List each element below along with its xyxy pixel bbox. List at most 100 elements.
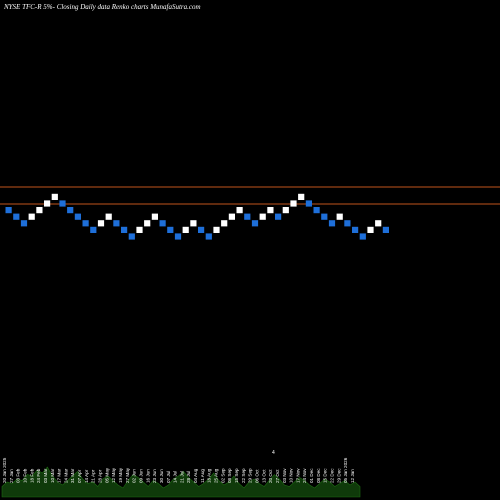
date-tick-label: 03 Mar xyxy=(43,468,48,483)
renko-brick-down xyxy=(352,226,359,233)
renko-brick-down xyxy=(159,220,166,227)
renko-brick-up xyxy=(375,220,382,227)
volume-marker-label: 4 xyxy=(272,450,275,456)
date-tick-label: 16 Jun xyxy=(145,469,150,483)
renko-brick-down xyxy=(13,213,20,220)
date-tick-label: 19 May xyxy=(118,467,123,483)
date-tick-label: 02 Jun xyxy=(132,469,137,483)
renko-brick-down xyxy=(67,207,74,214)
renko-brick-up xyxy=(44,200,51,207)
renko-brick-down xyxy=(128,233,135,240)
renko-brick-down xyxy=(205,233,212,240)
date-tick-label: 18 Aug xyxy=(207,468,212,483)
date-tick-label: 01 Dec xyxy=(309,468,314,483)
date-tick-label: 11 Aug xyxy=(200,469,205,483)
renko-brick-up xyxy=(51,193,58,200)
renko-brick-down xyxy=(275,213,282,220)
date-tick-label: 06 Oct xyxy=(254,469,259,483)
date-tick-label: 10 Feb xyxy=(22,468,27,483)
volume-area xyxy=(1,466,361,498)
date-tick-label: 17 Nov xyxy=(295,468,300,483)
date-tick-label: 17 Mar xyxy=(57,468,62,483)
renko-brick-down xyxy=(174,233,182,240)
date-tick-label: 10 Mar xyxy=(50,468,55,483)
renko-brick-down xyxy=(244,213,251,220)
date-tick-label: 21 Jul xyxy=(179,471,184,483)
renko-brick-down xyxy=(344,220,351,227)
renko-brick-up xyxy=(367,226,374,233)
volume-series xyxy=(1,466,361,498)
date-axis-labels: 20 Jan 2025 27 Jan 03 Feb 10 Feb 18 Feb 24 Fe… xyxy=(2,457,355,483)
renko-brick-down xyxy=(5,207,12,214)
date-tick-label: 04 Aug xyxy=(193,468,198,483)
renko-brick-down xyxy=(74,213,81,220)
renko-brick-down xyxy=(59,200,66,207)
renko-brick-up xyxy=(236,207,243,214)
renko-brick-down xyxy=(359,233,366,240)
date-tick-label: 29 Sep xyxy=(248,468,253,483)
renko-brick-up xyxy=(267,207,274,214)
date-tick-label: 07 Apr xyxy=(77,469,82,483)
date-tick-label: 13 Oct xyxy=(261,469,266,483)
renko-brick-down xyxy=(113,220,120,227)
date-tick-label: 14 Apr xyxy=(84,469,89,483)
renko-brick-up xyxy=(144,220,151,227)
renko-brick-up xyxy=(213,226,220,233)
date-tick-label: 27 Jan xyxy=(9,469,14,483)
renko-brick-down xyxy=(121,226,128,233)
renko-brick-up xyxy=(151,213,158,220)
date-tick-label: 12 May xyxy=(111,467,116,483)
date-tick-label: 31 Mar xyxy=(70,468,75,483)
renko-brick-down xyxy=(20,220,28,227)
renko-brick-down xyxy=(82,220,89,227)
renko-brick-down xyxy=(90,226,97,233)
date-tick-label: 15 Sep xyxy=(234,468,239,483)
date-tick-label: 24 Feb xyxy=(36,468,41,483)
renko-brick-up xyxy=(28,213,35,220)
renko-brick-down xyxy=(305,200,312,207)
date-tick-label: 28 Jul xyxy=(186,471,191,483)
renko-brick-down xyxy=(167,226,174,233)
renko-brick-up xyxy=(228,213,235,220)
renko-brick-down xyxy=(382,226,389,233)
date-tick-label: 27 May xyxy=(125,467,130,483)
date-tick-label: 21 Apr xyxy=(91,469,96,483)
renko-brick-down xyxy=(328,220,336,227)
date-tick-label: 18 Feb xyxy=(29,468,34,483)
date-tick-label: 03 Nov xyxy=(282,468,287,483)
date-tick-label: 28 Apr xyxy=(98,469,103,483)
renko-bricks xyxy=(5,193,389,240)
renko-brick-up xyxy=(221,220,228,227)
renko-brick-up xyxy=(136,226,143,233)
date-tick-label: 22 Dec xyxy=(330,468,335,483)
date-tick-label: 02 Sep xyxy=(220,468,225,483)
date-tick-label: 08 Sep xyxy=(227,468,232,483)
date-tick-label: 15 Dec xyxy=(323,468,328,483)
date-tick-label: 20 Jan 2025 xyxy=(2,457,7,483)
date-tick-label: 12 Jan xyxy=(350,469,355,483)
renko-brick-up xyxy=(282,207,289,214)
date-tick-label: 25 Aug xyxy=(214,468,219,483)
date-tick-label: 09 Jun xyxy=(138,469,143,483)
date-tick-label: 14 Jul xyxy=(173,471,178,483)
renko-brick-down xyxy=(321,213,328,220)
reference-lines xyxy=(0,186,500,205)
date-tick-label: 24 Mar xyxy=(63,468,68,483)
date-tick-label: 30 Jun xyxy=(159,469,164,483)
date-tick-label: 03 Feb xyxy=(16,468,21,483)
date-tick-label: 20 Oct xyxy=(268,469,273,483)
renko-brick-up xyxy=(298,193,305,200)
renko-brick-up xyxy=(259,213,266,220)
date-tick-label: 27 Oct xyxy=(275,469,280,483)
date-tick-label: 24 Nov xyxy=(302,468,307,483)
date-tick-label: 10 Nov xyxy=(289,468,294,483)
date-tick-label: 29 Dec xyxy=(336,468,341,483)
renko-brick-up xyxy=(97,220,105,227)
renko-brick-up xyxy=(105,213,112,220)
chart-title: NYSE TFC-R 5%- Closing Daily data Renko … xyxy=(3,3,201,11)
renko-brick-down xyxy=(198,226,205,233)
renko-brick-up xyxy=(182,226,189,233)
date-tick-label: 22 Sep xyxy=(241,468,246,483)
